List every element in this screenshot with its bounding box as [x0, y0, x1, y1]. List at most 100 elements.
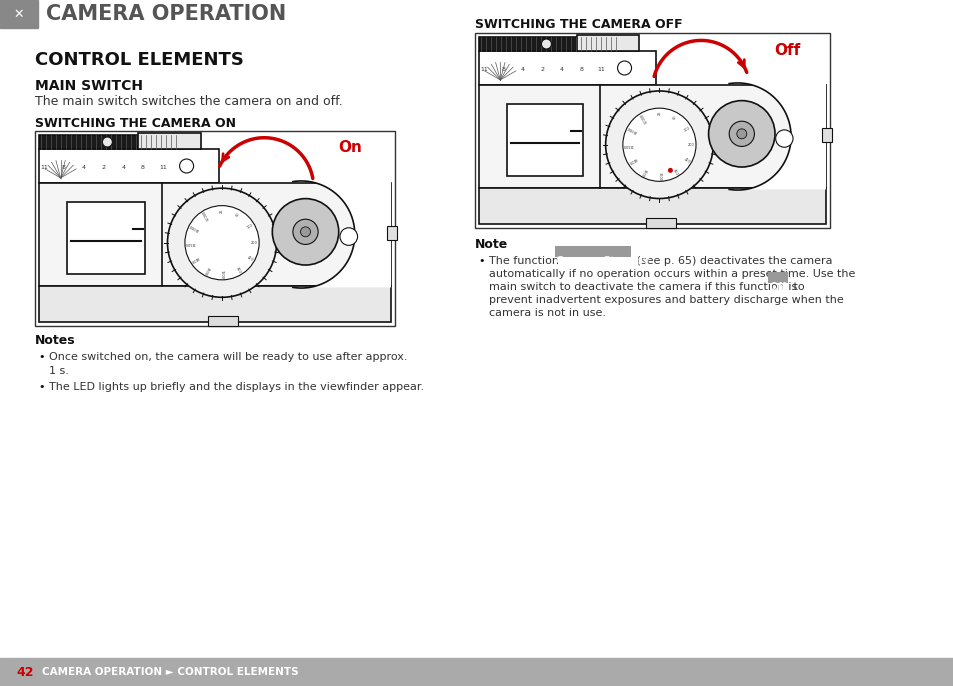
- Bar: [0, 0, 38, 28]
- Bar: [208, 316, 237, 326]
- Text: •: •: [38, 382, 45, 392]
- Text: 11: 11: [40, 165, 48, 170]
- Text: CAMERA OPERATION: CAMERA OPERATION: [46, 4, 286, 24]
- Text: 12500: 12500: [621, 143, 633, 147]
- Text: 16: 16: [178, 165, 186, 170]
- Text: The function: The function: [489, 256, 562, 266]
- Text: prevent inadvertent exposures and battery discharge when the: prevent inadvertent exposures and batter…: [489, 295, 842, 305]
- Text: 1 s.: 1 s.: [49, 366, 69, 376]
- Text: 200: 200: [687, 143, 694, 147]
- Text: 50000: 50000: [201, 209, 211, 221]
- Bar: [39, 286, 391, 322]
- Bar: [387, 226, 396, 239]
- Text: 11: 11: [597, 67, 604, 72]
- Text: 1600: 1600: [220, 270, 224, 279]
- Circle shape: [605, 91, 713, 198]
- Text: Once switched on, the camera will be ready to use after approx.: Once switched on, the camera will be rea…: [49, 352, 407, 362]
- Text: 25: 25: [657, 111, 660, 115]
- Bar: [478, 188, 825, 224]
- Circle shape: [728, 121, 754, 146]
- Circle shape: [179, 159, 193, 173]
- Circle shape: [293, 220, 317, 244]
- Text: Note: Note: [475, 238, 508, 251]
- Text: Camera Standby: Camera Standby: [556, 256, 649, 266]
- Text: 100: 100: [682, 126, 690, 132]
- Text: 6400: 6400: [626, 156, 637, 165]
- Bar: [39, 183, 391, 286]
- Text: 25: 25: [220, 209, 224, 213]
- Bar: [39, 135, 183, 149]
- Text: MAIN SWITCH: MAIN SWITCH: [35, 79, 143, 93]
- Text: 3200: 3200: [639, 167, 647, 177]
- Circle shape: [168, 188, 276, 297]
- Text: SWITCHING THE CAMERA ON: SWITCHING THE CAMERA ON: [35, 117, 235, 130]
- Text: 200: 200: [251, 241, 257, 245]
- Text: The LED lights up briefly and the displays in the viewfinder appear.: The LED lights up briefly and the displa…: [49, 382, 424, 392]
- Bar: [67, 202, 145, 274]
- Polygon shape: [293, 181, 391, 288]
- Bar: [35, 131, 395, 326]
- Text: •: •: [477, 256, 484, 266]
- Text: automatically if no operation occurs within a preset time. Use the: automatically if no operation occurs wit…: [489, 269, 855, 279]
- Text: 25000: 25000: [625, 124, 638, 134]
- Text: 4: 4: [559, 67, 563, 72]
- Text: •: •: [38, 352, 45, 362]
- Circle shape: [622, 108, 696, 181]
- Bar: [39, 149, 219, 183]
- Polygon shape: [728, 83, 825, 190]
- Text: The main switch switches the camera on and off.: The main switch switches the camera on a…: [35, 95, 342, 108]
- Text: 16: 16: [617, 67, 624, 72]
- Circle shape: [775, 130, 792, 147]
- Text: ✕: ✕: [13, 8, 24, 21]
- Circle shape: [541, 39, 551, 49]
- Bar: [475, 33, 829, 228]
- Text: 1600: 1600: [657, 172, 660, 181]
- Text: 12500: 12500: [184, 241, 195, 245]
- Circle shape: [185, 206, 259, 280]
- Text: 2: 2: [101, 165, 105, 170]
- Text: 50000: 50000: [639, 112, 647, 123]
- Circle shape: [708, 101, 774, 167]
- Text: 6400: 6400: [189, 255, 199, 263]
- Circle shape: [272, 199, 338, 265]
- Text: 3200: 3200: [202, 265, 210, 276]
- Text: 4: 4: [121, 165, 125, 170]
- Bar: [821, 128, 831, 141]
- Text: CONTROL ELEMENTS: CONTROL ELEMENTS: [35, 51, 244, 69]
- Text: 400: 400: [682, 157, 690, 164]
- Text: 8: 8: [579, 67, 583, 72]
- Text: 25000: 25000: [188, 222, 200, 231]
- Text: Notes: Notes: [35, 334, 75, 347]
- Bar: [138, 133, 201, 149]
- Text: On: On: [338, 140, 362, 155]
- Text: 4: 4: [520, 67, 524, 72]
- Text: 42: 42: [16, 665, 33, 678]
- Text: SWITCHING THE CAMERA OFF: SWITCHING THE CAMERA OFF: [475, 18, 682, 31]
- Bar: [576, 35, 639, 51]
- Bar: [555, 246, 630, 257]
- Circle shape: [102, 137, 112, 147]
- Text: Off: Off: [768, 282, 785, 292]
- Text: 4: 4: [82, 165, 86, 170]
- Text: 800: 800: [671, 168, 678, 176]
- Bar: [478, 85, 825, 188]
- Text: 11: 11: [479, 67, 487, 72]
- Text: 100: 100: [246, 223, 253, 230]
- Text: 50: 50: [672, 115, 678, 120]
- Circle shape: [667, 168, 672, 173]
- Text: (see p. 65) deactivates the camera: (see p. 65) deactivates the camera: [633, 256, 832, 266]
- Text: main switch to deactivate the camera if this function is: main switch to deactivate the camera if …: [489, 282, 800, 292]
- Text: 2: 2: [540, 67, 544, 72]
- Bar: [645, 218, 675, 228]
- Text: 8: 8: [141, 165, 145, 170]
- Text: 800: 800: [234, 267, 241, 274]
- Bar: [767, 272, 787, 283]
- Circle shape: [300, 227, 310, 237]
- Text: 400: 400: [246, 255, 253, 262]
- Text: 11: 11: [159, 165, 167, 170]
- Bar: [478, 37, 620, 51]
- Circle shape: [617, 61, 631, 75]
- Bar: [506, 104, 582, 176]
- Text: CAMERA OPERATION ► CONTROL ELEMENTS: CAMERA OPERATION ► CONTROL ELEMENTS: [42, 667, 298, 677]
- Text: 8: 8: [62, 165, 66, 170]
